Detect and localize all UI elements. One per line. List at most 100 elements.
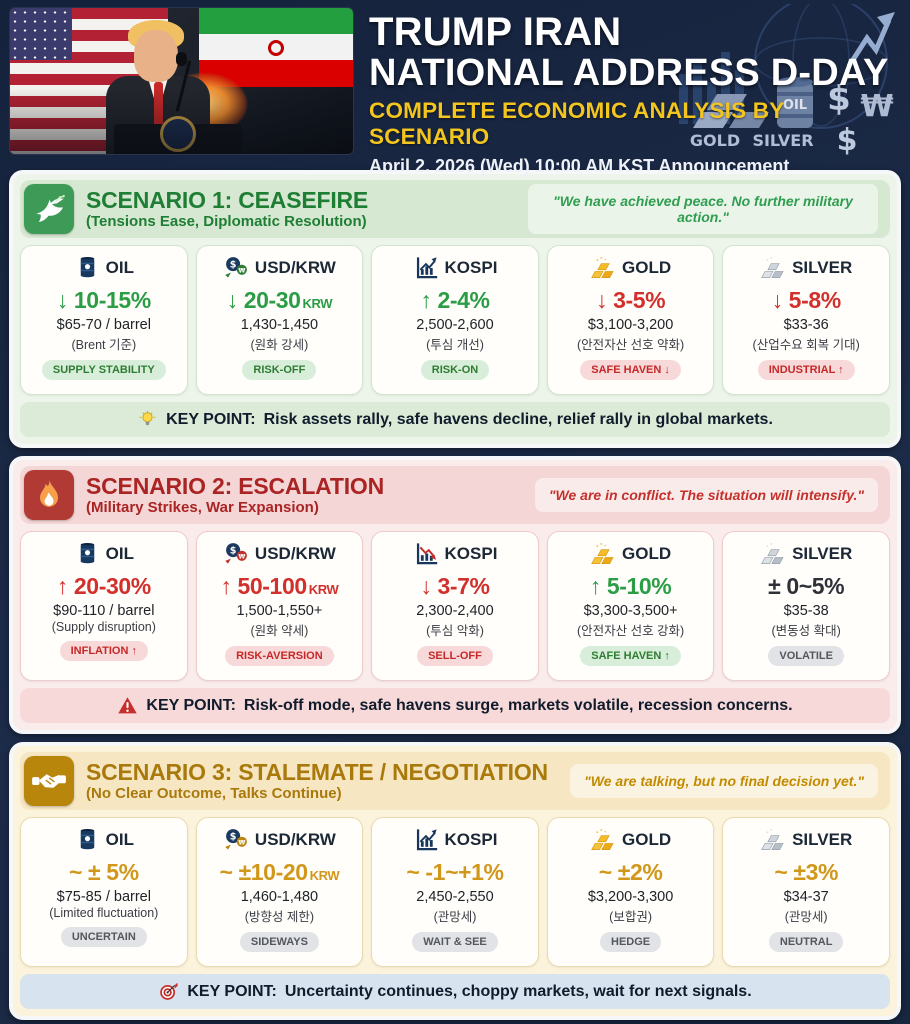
asset-card-oil: OIL ↓ 10-15% $65-70 / barrel (Brent 기준) SUPP…: [20, 245, 188, 395]
asset-header: KOSPI: [375, 540, 535, 567]
asset-name: OIL: [105, 829, 134, 849]
gold-label: GOLD: [690, 131, 740, 150]
scenario-header: SCENARIO 3: STALEMATE / NEGOTIATION (No C…: [20, 752, 890, 810]
status-badge: SAFE HAVEN ↓: [580, 360, 681, 380]
asset-name: USD/KRW: [254, 543, 336, 563]
status-badge: SELL-OFF: [417, 646, 493, 666]
scenario-title: SCENARIO 1: CEASEFIRE: [86, 187, 369, 214]
price-range: $3,200-3,300: [587, 889, 674, 905]
handshake-icon: [24, 756, 74, 806]
direction-arrow: ~: [219, 859, 233, 885]
status-badge: SUPPLY STABILITY: [41, 360, 166, 380]
value-unit: KRW: [309, 868, 340, 883]
price-range: 2,300-2,400: [416, 603, 494, 619]
direction-arrow: ↓: [56, 287, 69, 313]
status-badge: SAFE HAVEN ↑: [580, 646, 681, 666]
asset-name: KOSPI: [444, 543, 498, 563]
direction-arrow: ~: [406, 859, 420, 885]
scenario-title: SCENARIO 2: ESCALATION: [86, 473, 385, 500]
asset-header: OIL: [24, 826, 184, 853]
status-badge: NEUTRAL: [768, 932, 844, 952]
direction-arrow: ↑: [589, 573, 602, 599]
expected-change: ↓ 20-30 KRW: [200, 287, 360, 314]
asset-card-gold: GOLD ↑ 5-10% $3,300-3,500+ (안전자산 선호 강화) SAFE…: [546, 531, 715, 681]
direction-arrow: ±: [768, 573, 781, 599]
scenario-panel-ceasefire: SCENARIO 1: CEASEFIRE (Tensions Ease, Dip…: [9, 170, 901, 448]
asset-card-usd-krw: $ ₩ USD/KRW ↓ 20-30 KRW 1,430-1,450 (원화 강세) RIS…: [195, 245, 364, 395]
expected-change: ↓ 3-5%: [551, 287, 711, 314]
scenario-quote: "We are talking, but no final decision y…: [570, 764, 878, 798]
asset-name: SILVER: [792, 257, 853, 277]
note-korean: (원화 약세): [250, 624, 309, 638]
asset-name: SILVER: [792, 543, 853, 563]
key-point-label: KEY POINT:: [166, 410, 256, 428]
expected-change: ↑ 50-100 KRW: [200, 573, 360, 600]
direction-arrow: ~: [774, 859, 788, 885]
target-icon: [158, 981, 179, 1002]
expected-change: ↑ 2-4%: [375, 287, 535, 314]
asset-card-kospi: KOSPI ~ -1~+1% 2,450-2,550 (관망세) WAIT & SEE: [371, 817, 539, 967]
price-range: 1,430-1,450: [240, 317, 319, 333]
asset-card-kospi: KOSPI ↑ 2-4% 2,500-2,600 (투심 개선) RISK-ON: [371, 245, 539, 395]
status-badge: INFLATION ↑: [59, 641, 148, 661]
price-range: $90-110 / barrel: [53, 603, 155, 619]
direction-arrow: ↓: [595, 287, 608, 313]
status-badge: WAIT & SEE: [412, 932, 498, 952]
status-badge: HEDGE: [600, 932, 662, 952]
asset-header: GOLD: [551, 540, 711, 567]
globe-icon: [754, 4, 888, 129]
status-badge: RISK-OFF: [242, 360, 317, 380]
price-range: $3,300-3,500+: [583, 603, 678, 619]
svg-text:$: $: [230, 546, 237, 557]
expected-change: ± 0~5%: [726, 573, 886, 600]
up-arrow-icon: [846, 19, 892, 68]
note-korean: (관망세): [433, 910, 477, 924]
note-korean: (방향성 제한): [244, 910, 315, 924]
warning-icon: [117, 695, 138, 716]
note-korean: (Supply disruption): [51, 620, 156, 634]
asset-header: SILVER: [726, 540, 886, 567]
asset-header: SILVER: [726, 254, 886, 281]
price-range: 1,460-1,480: [240, 889, 319, 905]
asset-card-kospi: KOSPI ↓ 3-7% 2,300-2,400 (투심 악화) SELL-OFF: [371, 531, 539, 681]
expected-change: ~ ±2%: [551, 859, 711, 886]
change-amount: 20-30: [243, 287, 301, 313]
asset-name: GOLD: [622, 257, 672, 277]
asset-header: GOLD: [551, 254, 711, 281]
svg-text:₩: ₩: [238, 839, 245, 846]
scenario-header: SCENARIO 1: CEASEFIRE (Tensions Ease, Dip…: [20, 180, 890, 238]
gold-bars-icon: [590, 826, 617, 853]
price-range: $75-85 / barrel: [56, 889, 151, 905]
announcement-datetime: April 2, 2026 (Wed) 10:00 AM KST Announc…: [369, 156, 790, 177]
change-amount: ± 5%: [87, 859, 139, 885]
silver-bars-icon: [760, 254, 787, 281]
header-photo: [10, 8, 353, 154]
scenario-panel-escalation: SCENARIO 2: ESCALATION (Military Strikes,…: [9, 456, 901, 734]
header-text-block: TRUMP IRAN NATIONAL ADDRESS D-DAY COMPLE…: [369, 8, 900, 176]
asset-card-silver: SILVER ± 0~5% $35-38 (변동성 확대) VOLATILE: [722, 531, 890, 681]
note-korean: (산업수요 회복 기대): [752, 338, 860, 352]
dove-icon: [24, 184, 74, 234]
direction-arrow: ↑: [420, 287, 432, 313]
asset-header: $ ₩ USD/KRW: [200, 826, 360, 853]
change-amount: 20-30%: [73, 573, 151, 599]
change-amount: ±10-20: [238, 859, 308, 885]
key-point-bar: KEY POINT: Risk assets rally, safe havens…: [20, 402, 890, 437]
svg-text:₩: ₩: [238, 553, 245, 560]
status-badge: UNCERTAIN: [60, 927, 147, 947]
expected-change: ~ ±10-20 KRW: [200, 859, 360, 886]
change-amount: 10-15%: [73, 287, 151, 313]
change-amount: 5-10%: [606, 573, 672, 599]
asset-name: KOSPI: [444, 257, 498, 277]
asset-cards-row: OIL ↓ 10-15% $65-70 / barrel (Brent 기준) SUPP…: [20, 245, 890, 395]
oil-barrel-graphic-icon: [777, 77, 813, 128]
price-range: $33-36: [783, 317, 829, 333]
note-korean: (원화 강세): [250, 338, 309, 352]
svg-text:₩: ₩: [238, 267, 245, 274]
price-range: 1,500-1,550+: [236, 603, 323, 619]
oil-barrel-icon: [74, 540, 101, 567]
price-range: $3,100-3,200: [587, 317, 674, 333]
svg-text:$: $: [230, 832, 237, 843]
direction-arrow: ↓: [771, 287, 784, 313]
